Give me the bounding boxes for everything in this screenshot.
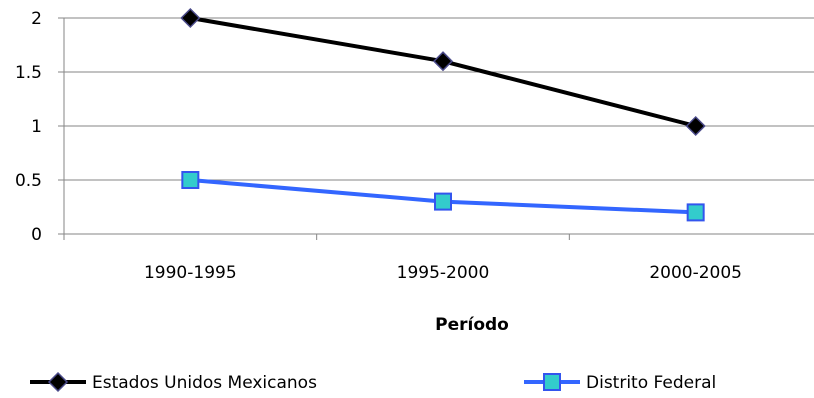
legend-item: Distrito Federal — [524, 373, 716, 393]
x-tick-label: 1990-1995 — [144, 263, 237, 283]
x-tick-label: 2000-2005 — [649, 263, 742, 283]
x-axis-tick-labels: 1990-1995 1995-2000 2000-2005 — [144, 263, 742, 283]
data-point — [180, 7, 201, 29]
y-tick-label: 0.5 — [15, 171, 42, 191]
gridlines — [64, 17, 814, 181]
legend-label: Distrito Federal — [586, 373, 716, 393]
legend-label: Estados Unidos Mexicanos — [92, 373, 317, 393]
y-tick-label: 1 — [31, 117, 42, 137]
series-group — [180, 7, 706, 222]
y-tick-label: 2 — [31, 9, 42, 29]
legend-marker — [543, 373, 561, 391]
series-2 — [181, 171, 705, 222]
legend-item: Estados Unidos Mexicanos — [30, 371, 317, 393]
y-axis-tick-labels: 0 0.5 1 1.5 2 — [15, 9, 42, 245]
legend-marker — [47, 371, 69, 393]
data-point — [181, 171, 200, 189]
axes — [58, 17, 814, 240]
data-point — [432, 51, 454, 72]
data-point — [434, 192, 452, 211]
y-tick-label: 1.5 — [15, 63, 42, 83]
x-axis-title: Período — [435, 315, 509, 335]
y-tick-label: 0 — [31, 225, 42, 245]
legend: Estados Unidos Mexicanos Distrito Federal — [30, 371, 716, 393]
series-1 — [180, 7, 706, 137]
x-tick-label: 1995-2000 — [397, 263, 490, 283]
data-point — [686, 203, 705, 222]
data-point — [685, 115, 706, 137]
